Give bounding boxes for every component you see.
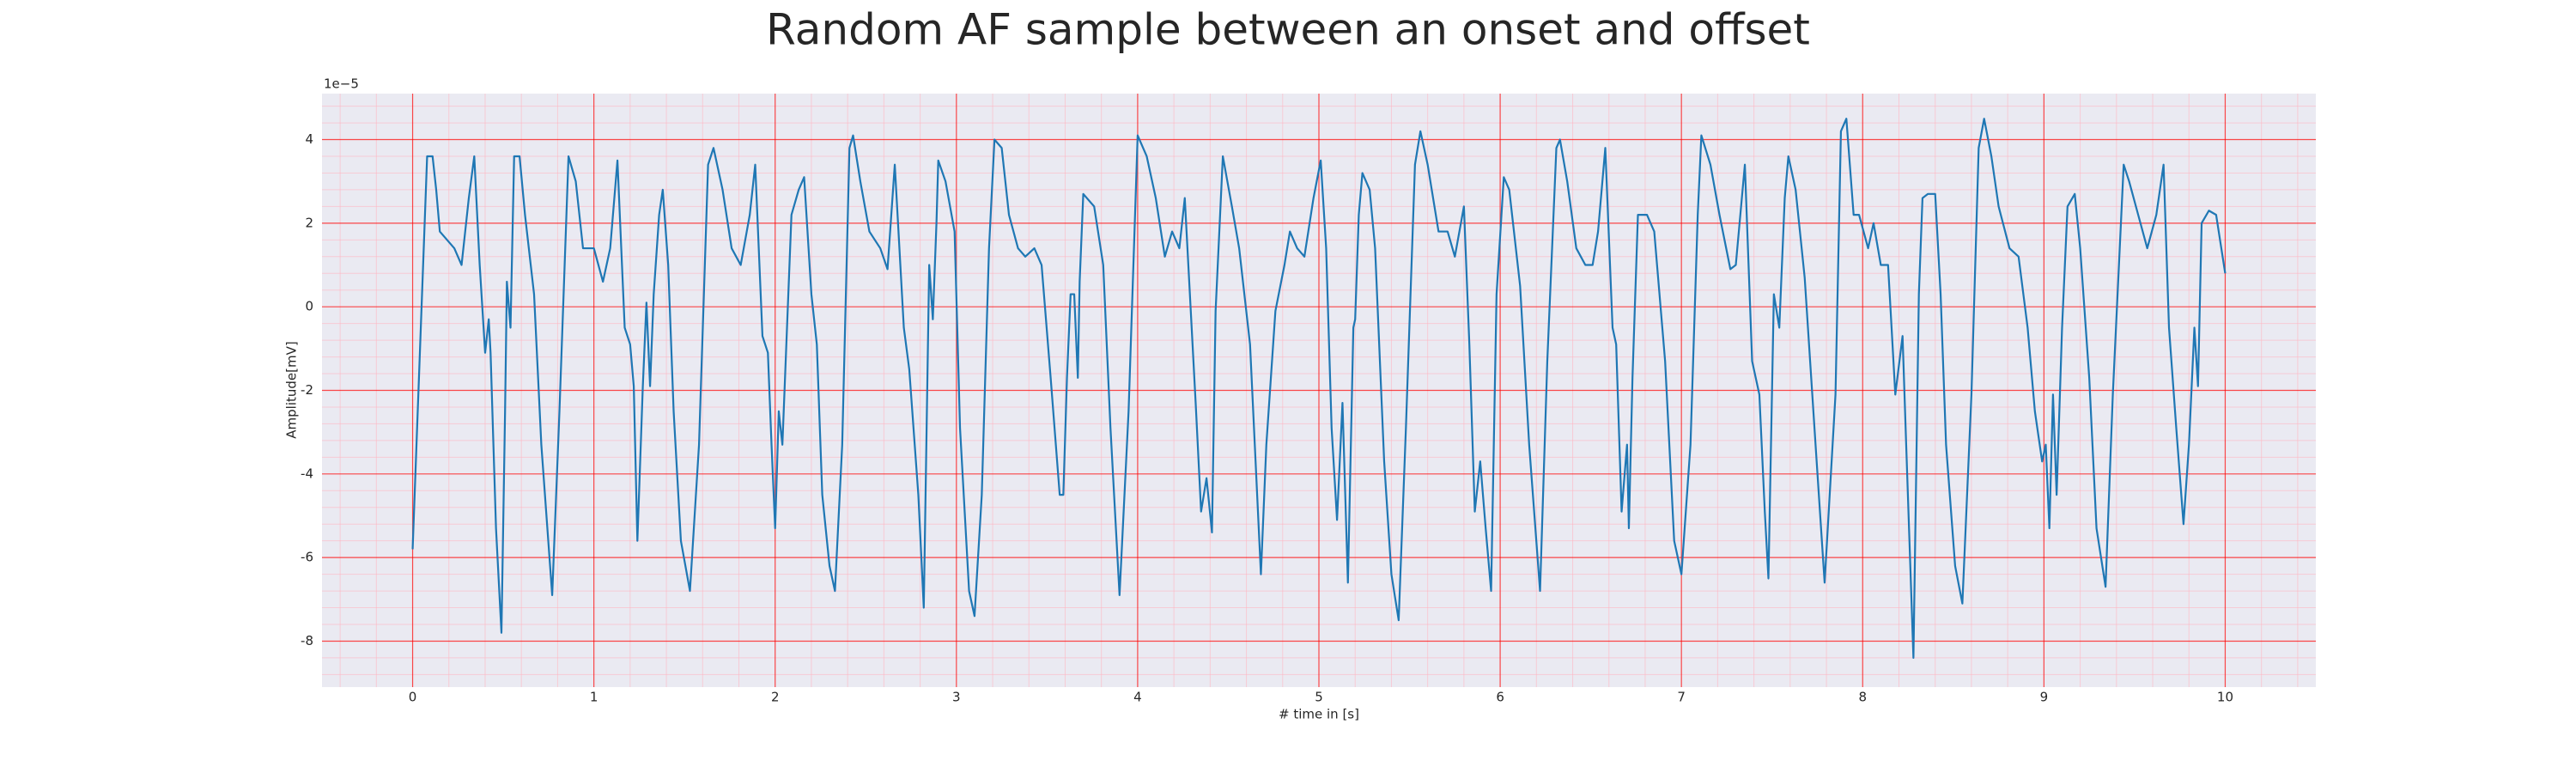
y-tick-label: 2 [305,215,313,230]
x-axis-label: # time in [s] [1279,707,1359,722]
line-series [411,118,2227,660]
y-tick-label: -8 [301,633,313,648]
x-tick-label: 3 [952,690,961,705]
x-tick-label: 10 [2217,690,2233,705]
x-tick-label: 7 [1677,690,1686,705]
x-tick-label: 0 [409,690,417,705]
x-tick-label: 2 [771,690,780,705]
x-tick-label: 1 [590,690,598,705]
y-tick-label: 4 [305,131,313,147]
x-tick-label: 8 [1858,690,1867,705]
plot-area [322,94,2316,687]
y-offset-label: 1e−5 [324,76,359,92]
x-tick-label: 9 [2040,690,2049,705]
y-tick-label: -6 [301,550,313,565]
x-tick-label: 5 [1315,690,1323,705]
x-tick-label: 6 [1496,690,1504,705]
y-tick-label: -4 [301,466,313,481]
y-axis-label: Amplitude[mV] [284,341,300,438]
y-tick-label: 0 [305,299,313,314]
chart-title: Random AF sample between an onset and of… [766,5,1810,55]
x-tick-label: 4 [1133,690,1142,705]
y-tick-label: -2 [301,382,313,398]
